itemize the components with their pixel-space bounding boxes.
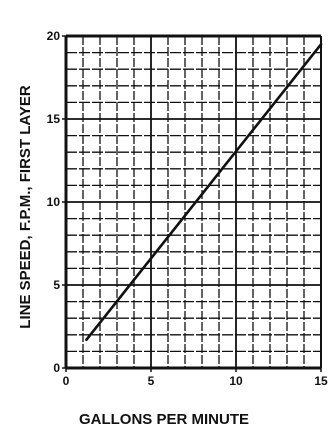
grid-lines bbox=[66, 36, 321, 368]
tick-labels: 0 5 10 15 20 0 5 10 15 bbox=[47, 29, 328, 388]
y-tick-label: 20 bbox=[47, 29, 61, 43]
y-tick-label: 0 bbox=[53, 361, 60, 375]
y-tick-label: 5 bbox=[53, 278, 60, 292]
series-line bbox=[85, 42, 323, 342]
x-axis-title: GALLONS PER MINUTE bbox=[79, 411, 249, 428]
y-axis-title: LINE SPEED, F.P.M., FIRST LAYER bbox=[17, 85, 34, 329]
x-tick-label: 0 bbox=[63, 374, 70, 388]
y-tick-label: 15 bbox=[47, 112, 61, 126]
x-tick-label: 5 bbox=[148, 374, 155, 388]
x-tick-label: 15 bbox=[314, 374, 328, 388]
series-layer bbox=[85, 42, 323, 342]
y-tick-label: 10 bbox=[47, 195, 61, 209]
x-tick-label: 10 bbox=[229, 374, 243, 388]
